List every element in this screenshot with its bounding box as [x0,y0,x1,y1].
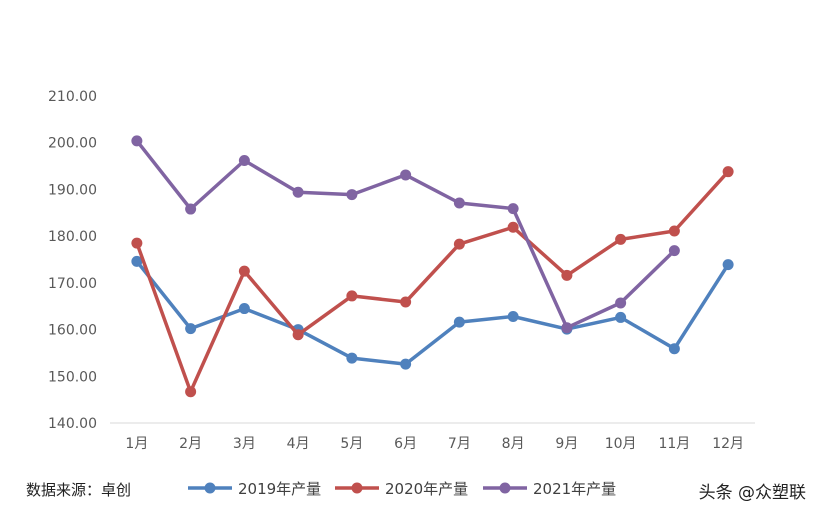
data-point [453,238,465,250]
series-2 [131,166,734,398]
y-tick-label: 190.00 [48,182,97,198]
legend-marker [351,482,363,494]
data-point [346,352,358,364]
legend-label: 2019年产量 [238,480,321,498]
legend-label: 2021年产量 [533,480,616,498]
data-point [238,265,250,277]
data-point [615,311,627,323]
data-point [615,297,627,309]
y-tick-label: 200.00 [48,136,97,152]
data-point [615,233,627,245]
y-tick-label: 160.00 [48,323,97,339]
legend-label: 2020年产量 [385,480,468,498]
y-tick-label: 150.00 [48,369,97,385]
x-tick-label: 10月 [605,436,637,452]
data-point [346,189,358,201]
data-point [292,329,304,341]
data-point [292,186,304,198]
axes: 140.00 150.00 160.00 170.00 180.00 190.00 200.… [48,89,755,452]
data-point [668,225,680,237]
data-point [131,135,143,147]
y-tick-label: 140.00 [48,416,97,432]
data-point [507,203,519,215]
x-tick-label: 12月 [712,436,744,452]
data-point [131,255,143,267]
x-tick-label: 7月 [448,436,471,452]
data-point [131,237,143,249]
data-point [346,290,358,302]
data-point [400,296,412,308]
x-tick-label: 6月 [394,436,417,452]
y-tick-label: 180.00 [48,229,97,245]
legend-marker [204,482,216,494]
data-point [400,358,412,370]
x-tick-label: 9月 [555,436,578,452]
data-point [507,310,519,322]
series-lines [131,135,734,398]
data-point [668,245,680,257]
data-point [400,169,412,181]
data-point [668,343,680,355]
x-tick-label: 4月 [287,436,310,452]
series-1 [131,255,734,370]
data-point [453,197,465,209]
series-line [135,259,730,366]
source-note: 数据来源：卓创 [26,481,132,499]
series-3 [131,135,680,334]
data-point [561,269,573,281]
data-point [507,221,519,233]
legend: 2019年产量 2020年产量 2021年产量 [188,480,616,498]
data-point [185,386,197,398]
data-point [561,322,573,334]
data-point [238,154,250,166]
x-tick-label: 2月 [179,436,202,452]
x-tick-label: 1月 [125,436,148,452]
data-point [722,259,734,271]
data-point [722,166,734,178]
watermark-text: 头条 @众塑联 [698,483,806,503]
data-point [453,316,465,328]
data-point [185,203,197,215]
series-line [135,169,730,394]
data-point [238,303,250,315]
x-tick-label: 11月 [658,436,690,452]
y-tick-label: 170.00 [48,276,97,292]
legend-marker [499,482,511,494]
y-tick-label: 210.00 [48,89,97,105]
x-tick-label: 5月 [340,436,363,452]
x-tick-label: 3月 [233,436,256,452]
data-point [185,323,197,335]
x-tick-label: 8月 [502,436,525,452]
